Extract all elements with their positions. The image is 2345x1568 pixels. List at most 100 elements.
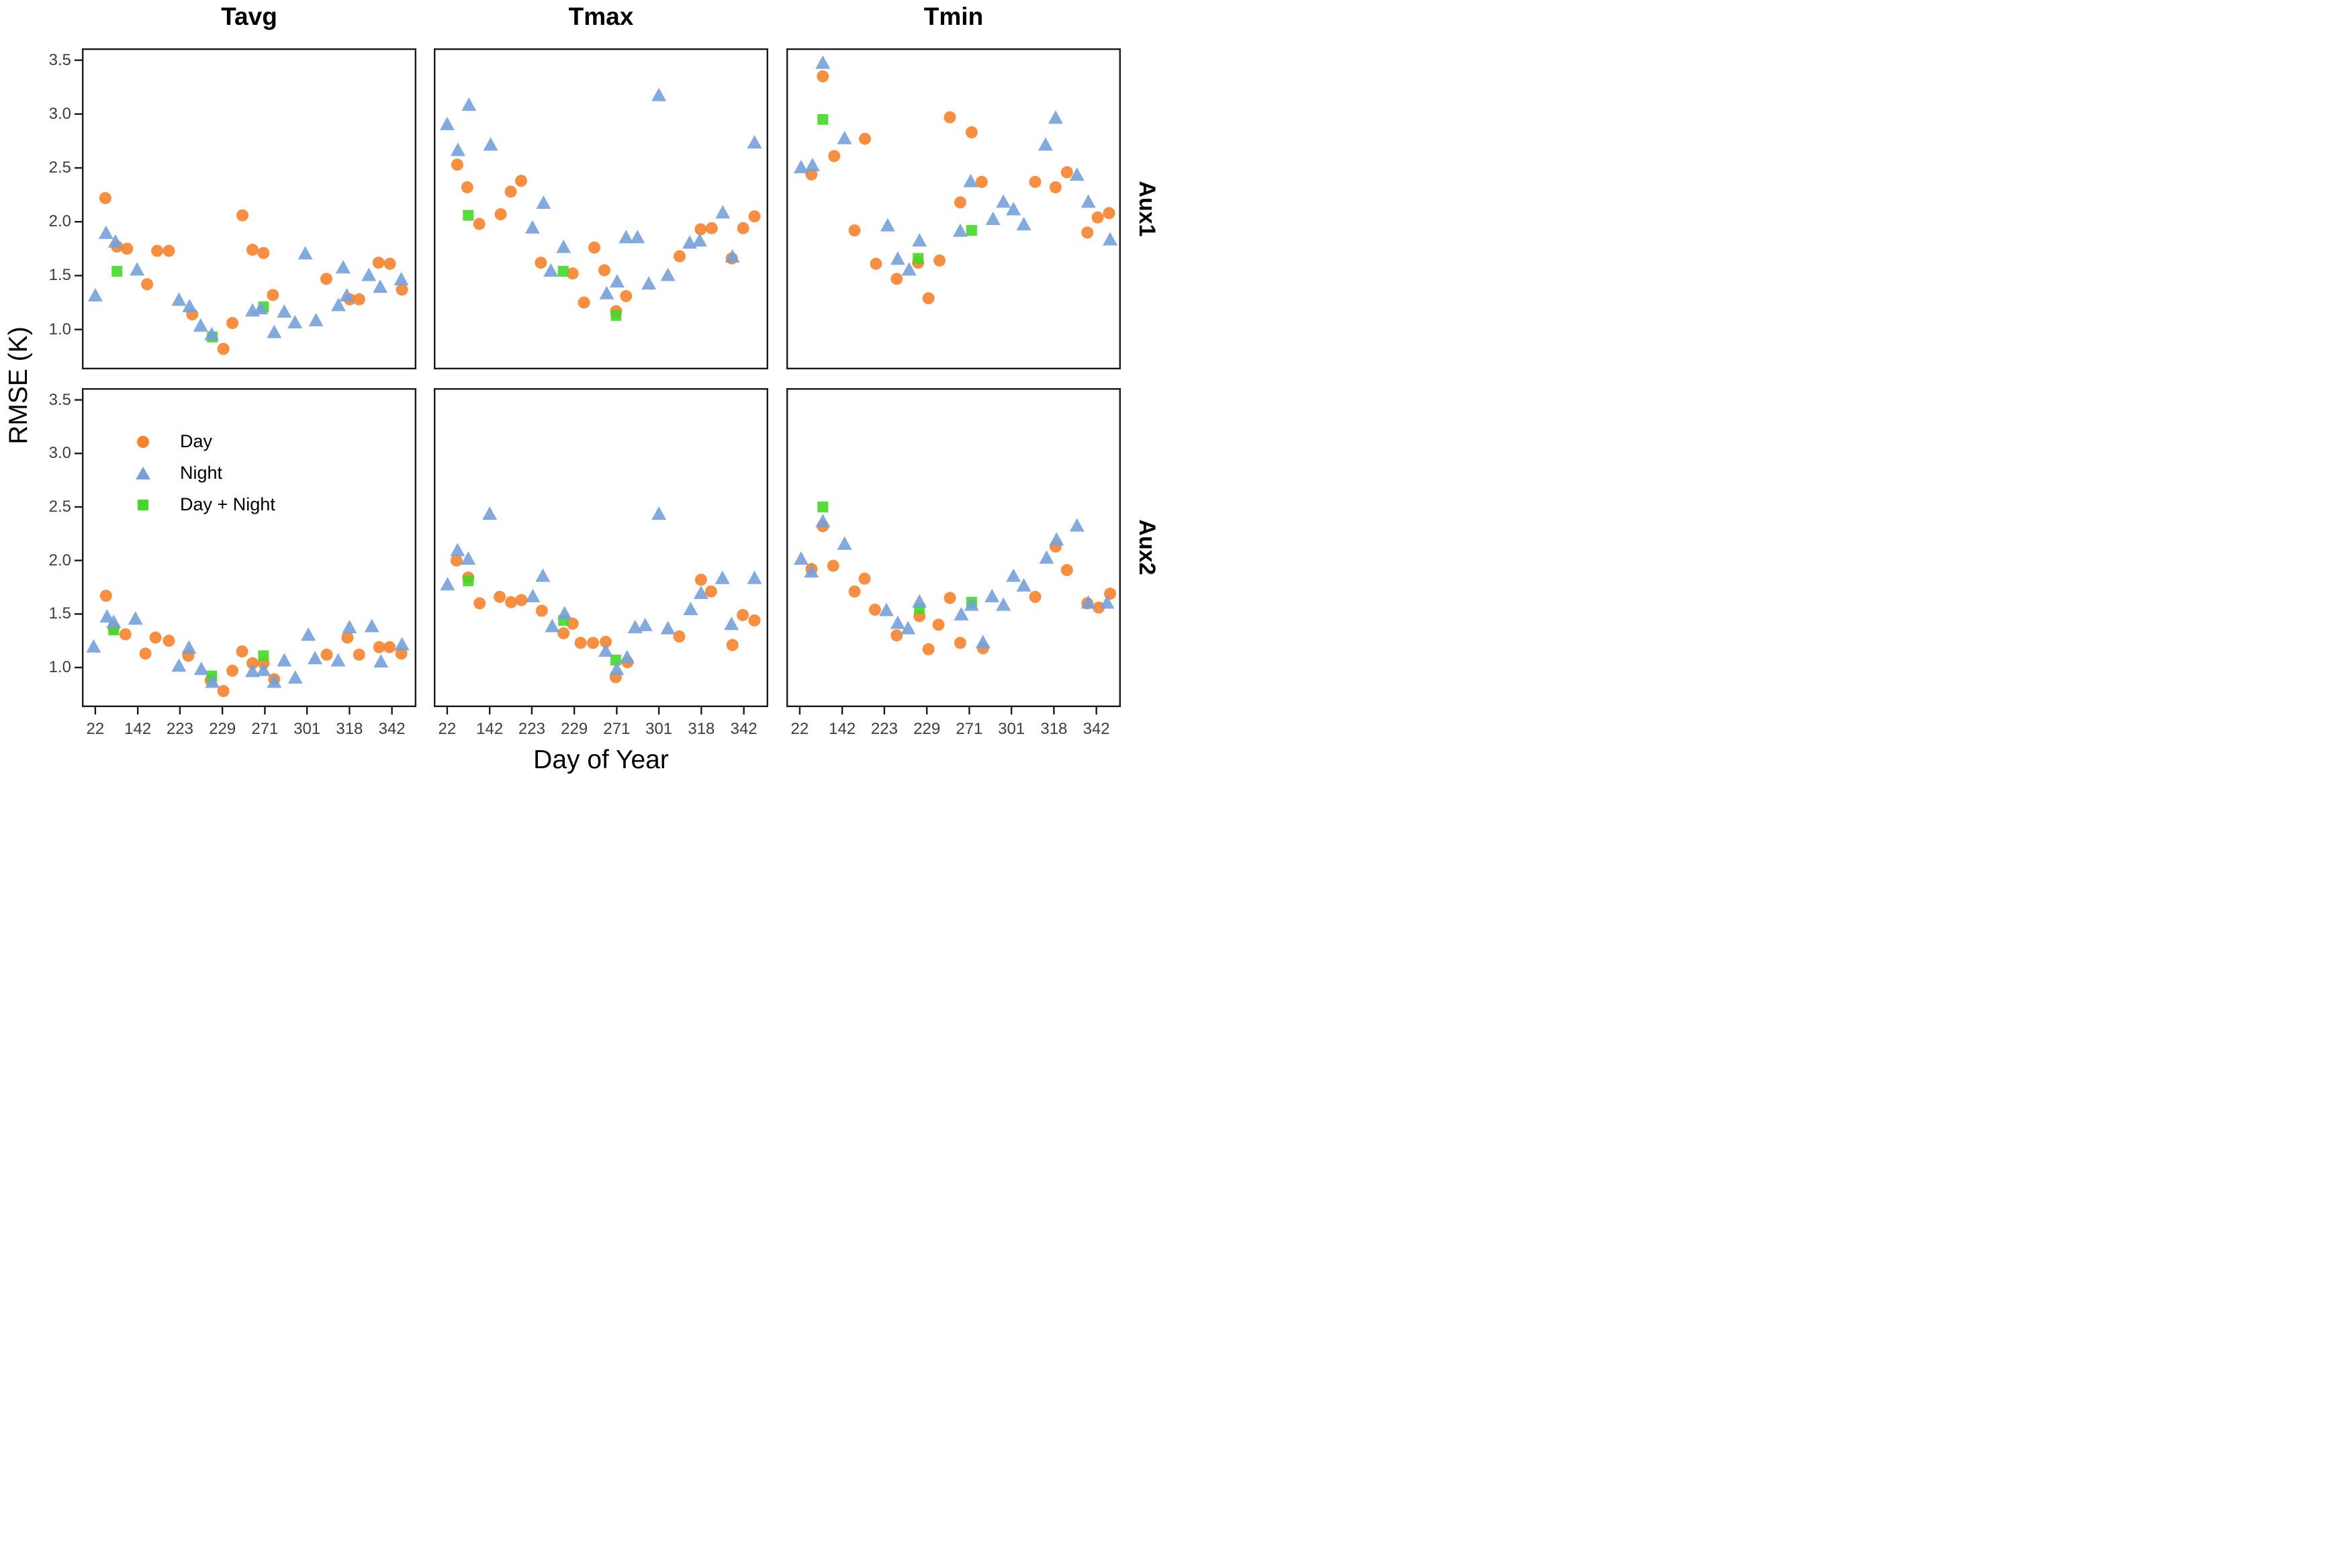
data-point-triangle [394, 637, 410, 651]
data-point-triangle [256, 662, 271, 676]
data-point-triangle [692, 233, 707, 247]
data-point-circle [1029, 175, 1042, 188]
data-point-triangle [361, 267, 377, 281]
y-tick-label: 3.5 [48, 50, 71, 69]
data-point-circle [320, 648, 333, 661]
data-point-triangle [715, 570, 730, 584]
data-point-triangle [880, 218, 895, 232]
data-point-square [966, 225, 977, 236]
y-tick-label: 2.0 [48, 212, 71, 231]
col-title-tmax: Tmax [568, 3, 634, 30]
y-tick-label: 1.5 [48, 604, 71, 623]
panel-tmin-aux1 [786, 48, 1121, 370]
data-point-triangle [440, 577, 455, 591]
data-point-triangle [193, 661, 209, 676]
y-tick-label: 1.0 [48, 320, 71, 338]
data-point-circle [566, 617, 579, 630]
data-point-triangle [599, 285, 614, 299]
data-point-triangle [287, 315, 303, 329]
data-point-triangle [557, 606, 572, 620]
data-point-triangle [244, 663, 260, 678]
data-point-square [463, 210, 474, 221]
data-point-circle [828, 150, 841, 163]
legend: Day Night Day + Night [131, 426, 275, 520]
col-title-tmin: Tmin [923, 3, 984, 30]
x-tick-label: 223 [166, 720, 193, 738]
data-point-circle [890, 273, 903, 285]
data-point-triangle [373, 654, 389, 668]
data-point-triangle [450, 543, 465, 557]
data-point-circle [922, 643, 935, 655]
data-point-triangle [660, 620, 676, 635]
data-point-triangle [128, 611, 143, 625]
legend-label-day: Day [180, 431, 213, 451]
data-point-circle [557, 627, 570, 640]
data-point-triangle [524, 220, 540, 234]
data-point-circle [353, 293, 365, 306]
data-point-circle [588, 241, 601, 254]
x-tick-label: 342 [730, 720, 757, 738]
data-point-square [610, 654, 621, 665]
data-point-triangle [394, 271, 409, 285]
data-point-triangle [641, 276, 657, 290]
data-point-circle [674, 250, 686, 263]
panel-tmin-aux2 [786, 388, 1121, 714]
data-point-circle [737, 222, 749, 234]
x-tick-label: 342 [1083, 720, 1110, 738]
data-point-triangle [556, 239, 571, 253]
data-point-triangle [815, 55, 831, 69]
panel-tmax-aux2 [434, 388, 769, 714]
y-tick-label: 2.5 [48, 158, 71, 177]
data-point-triangle [205, 674, 220, 688]
data-point-triangle [277, 304, 292, 318]
data-point-circle [494, 590, 506, 603]
data-point-circle [450, 554, 463, 567]
data-point-triangle [98, 225, 113, 239]
x-tick-label: 271 [603, 720, 631, 738]
x-tick-label: 22 [790, 720, 809, 738]
data-point-triangle [954, 606, 969, 620]
data-point-triangle [1103, 232, 1118, 246]
y-tick-label: 1.5 [48, 266, 71, 285]
x-tick-label: 342 [378, 720, 406, 738]
data-point-circle [1060, 166, 1073, 179]
data-point-triangle [912, 233, 927, 247]
data-point-triangle [330, 297, 346, 312]
data-point-triangle [99, 609, 115, 623]
data-point-triangle [618, 230, 634, 244]
data-point-triangle [106, 614, 122, 629]
y-tick-label: 3.0 [48, 104, 71, 123]
data-point-triangle [890, 615, 905, 629]
data-point-circle [848, 224, 861, 237]
data-point-circle [383, 257, 396, 270]
data-point-circle [141, 278, 154, 291]
data-point-circle [932, 618, 945, 631]
data-point-triangle [536, 195, 551, 209]
data-point-circle [163, 635, 175, 647]
data-point-triangle [725, 249, 740, 263]
data-point-circle [515, 594, 528, 606]
data-point-triangle [545, 618, 560, 633]
panel-tavg-aux1 [75, 48, 417, 370]
data-point-triangle [543, 263, 559, 277]
data-point-triangle [181, 640, 197, 654]
data-point-triangle [450, 142, 465, 156]
data-point-triangle [364, 618, 379, 633]
data-point-circle [535, 604, 548, 617]
data-point-circle [353, 648, 365, 661]
data-point-circle [944, 111, 956, 124]
x-tick-label: 271 [251, 720, 279, 738]
data-point-triangle [1038, 137, 1053, 151]
data-point-triangle [330, 653, 346, 667]
data-point-circle [848, 585, 861, 598]
data-point-triangle [630, 230, 645, 244]
data-point-circle [514, 175, 527, 187]
data-point-circle [163, 244, 175, 257]
data-point-triangle [308, 651, 323, 665]
data-point-circle [578, 296, 590, 309]
data-point-triangle [335, 260, 351, 274]
data-point-triangle [878, 602, 894, 616]
data-point-circle [620, 289, 633, 302]
data-point-triangle [1006, 568, 1021, 582]
data-point-circle [954, 637, 966, 649]
